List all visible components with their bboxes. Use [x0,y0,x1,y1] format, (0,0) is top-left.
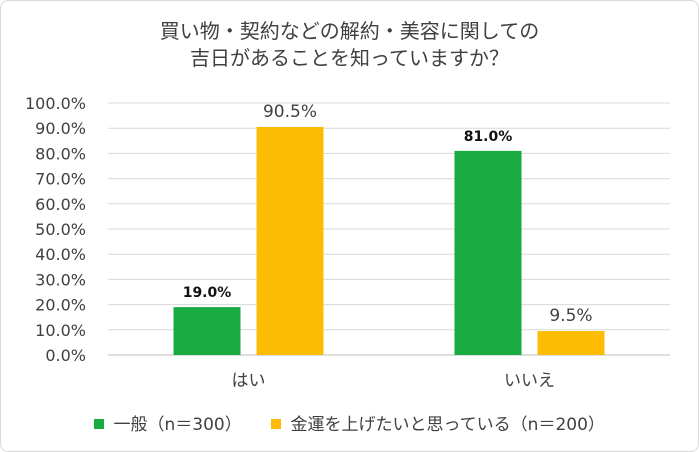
chart-title: 買い物・契約などの解約・美容に関しての 吉日があることを知っていますか？ [0,18,699,72]
y-tick-label: 60.0% [35,195,86,214]
chart-title-line-2: 吉日があることを知っていますか？ [190,46,509,70]
x-tick-label-1: いいえ [504,371,555,391]
y-tick-label: 90.0% [35,119,86,138]
legend-item-general: 一般（n＝300） [94,410,242,435]
data-label-1-1: 9.5% [549,306,592,326]
y-tick-label: 20.0% [35,296,86,315]
legend: 一般（n＝300） 金運を上げたいと思っている（n＝200） [0,410,699,435]
y-tick-label: 100.0% [25,94,86,113]
y-tick-label: 70.0% [35,170,86,189]
chart-title-line-1: 買い物・契約などの解約・美容に関しての [159,19,540,43]
bars [173,126,605,355]
chart-plot: 0.0% 10.0% 20.0% 30.0% 40.0% 50.0% 60.0% 70.0% 8… [25,94,670,391]
x-tick-label-0: はい [232,371,266,391]
y-axis-ticks: 0.0% 10.0% 20.0% 30.0% 40.0% 50.0% 60.0% 70.0% 8… [25,94,86,365]
data-label-0-0: 19.0% [183,285,232,301]
bar-1-0 [454,150,522,355]
y-tick-label: 0.0% [45,346,86,365]
y-tick-label: 30.0% [35,270,86,289]
x-axis-ticks: はい いいえ [232,371,556,391]
bar-0-1 [256,126,324,355]
y-tick-label: 80.0% [35,144,86,163]
legend-item-money-luck: 金運を上げたいと思っている（n＝200） [271,410,605,435]
legend-label-general: 一般（n＝300） [113,415,242,435]
data-label-0-1: 90.5% [263,102,317,122]
bar-0-0 [173,307,241,355]
legend-swatch-general [94,419,105,429]
data-labels: 19.0% 90.5% 81.0% 9.5% [183,102,593,326]
y-tick-label: 40.0% [35,245,86,264]
y-tick-label: 10.0% [35,321,86,340]
y-tick-label: 50.0% [35,220,86,239]
bar-1-1 [537,331,605,355]
legend-swatch-money-luck [271,419,282,429]
legend-label-money-luck: 金運を上げたいと思っている（n＝200） [290,415,605,435]
data-label-1-0: 81.0% [464,129,513,145]
